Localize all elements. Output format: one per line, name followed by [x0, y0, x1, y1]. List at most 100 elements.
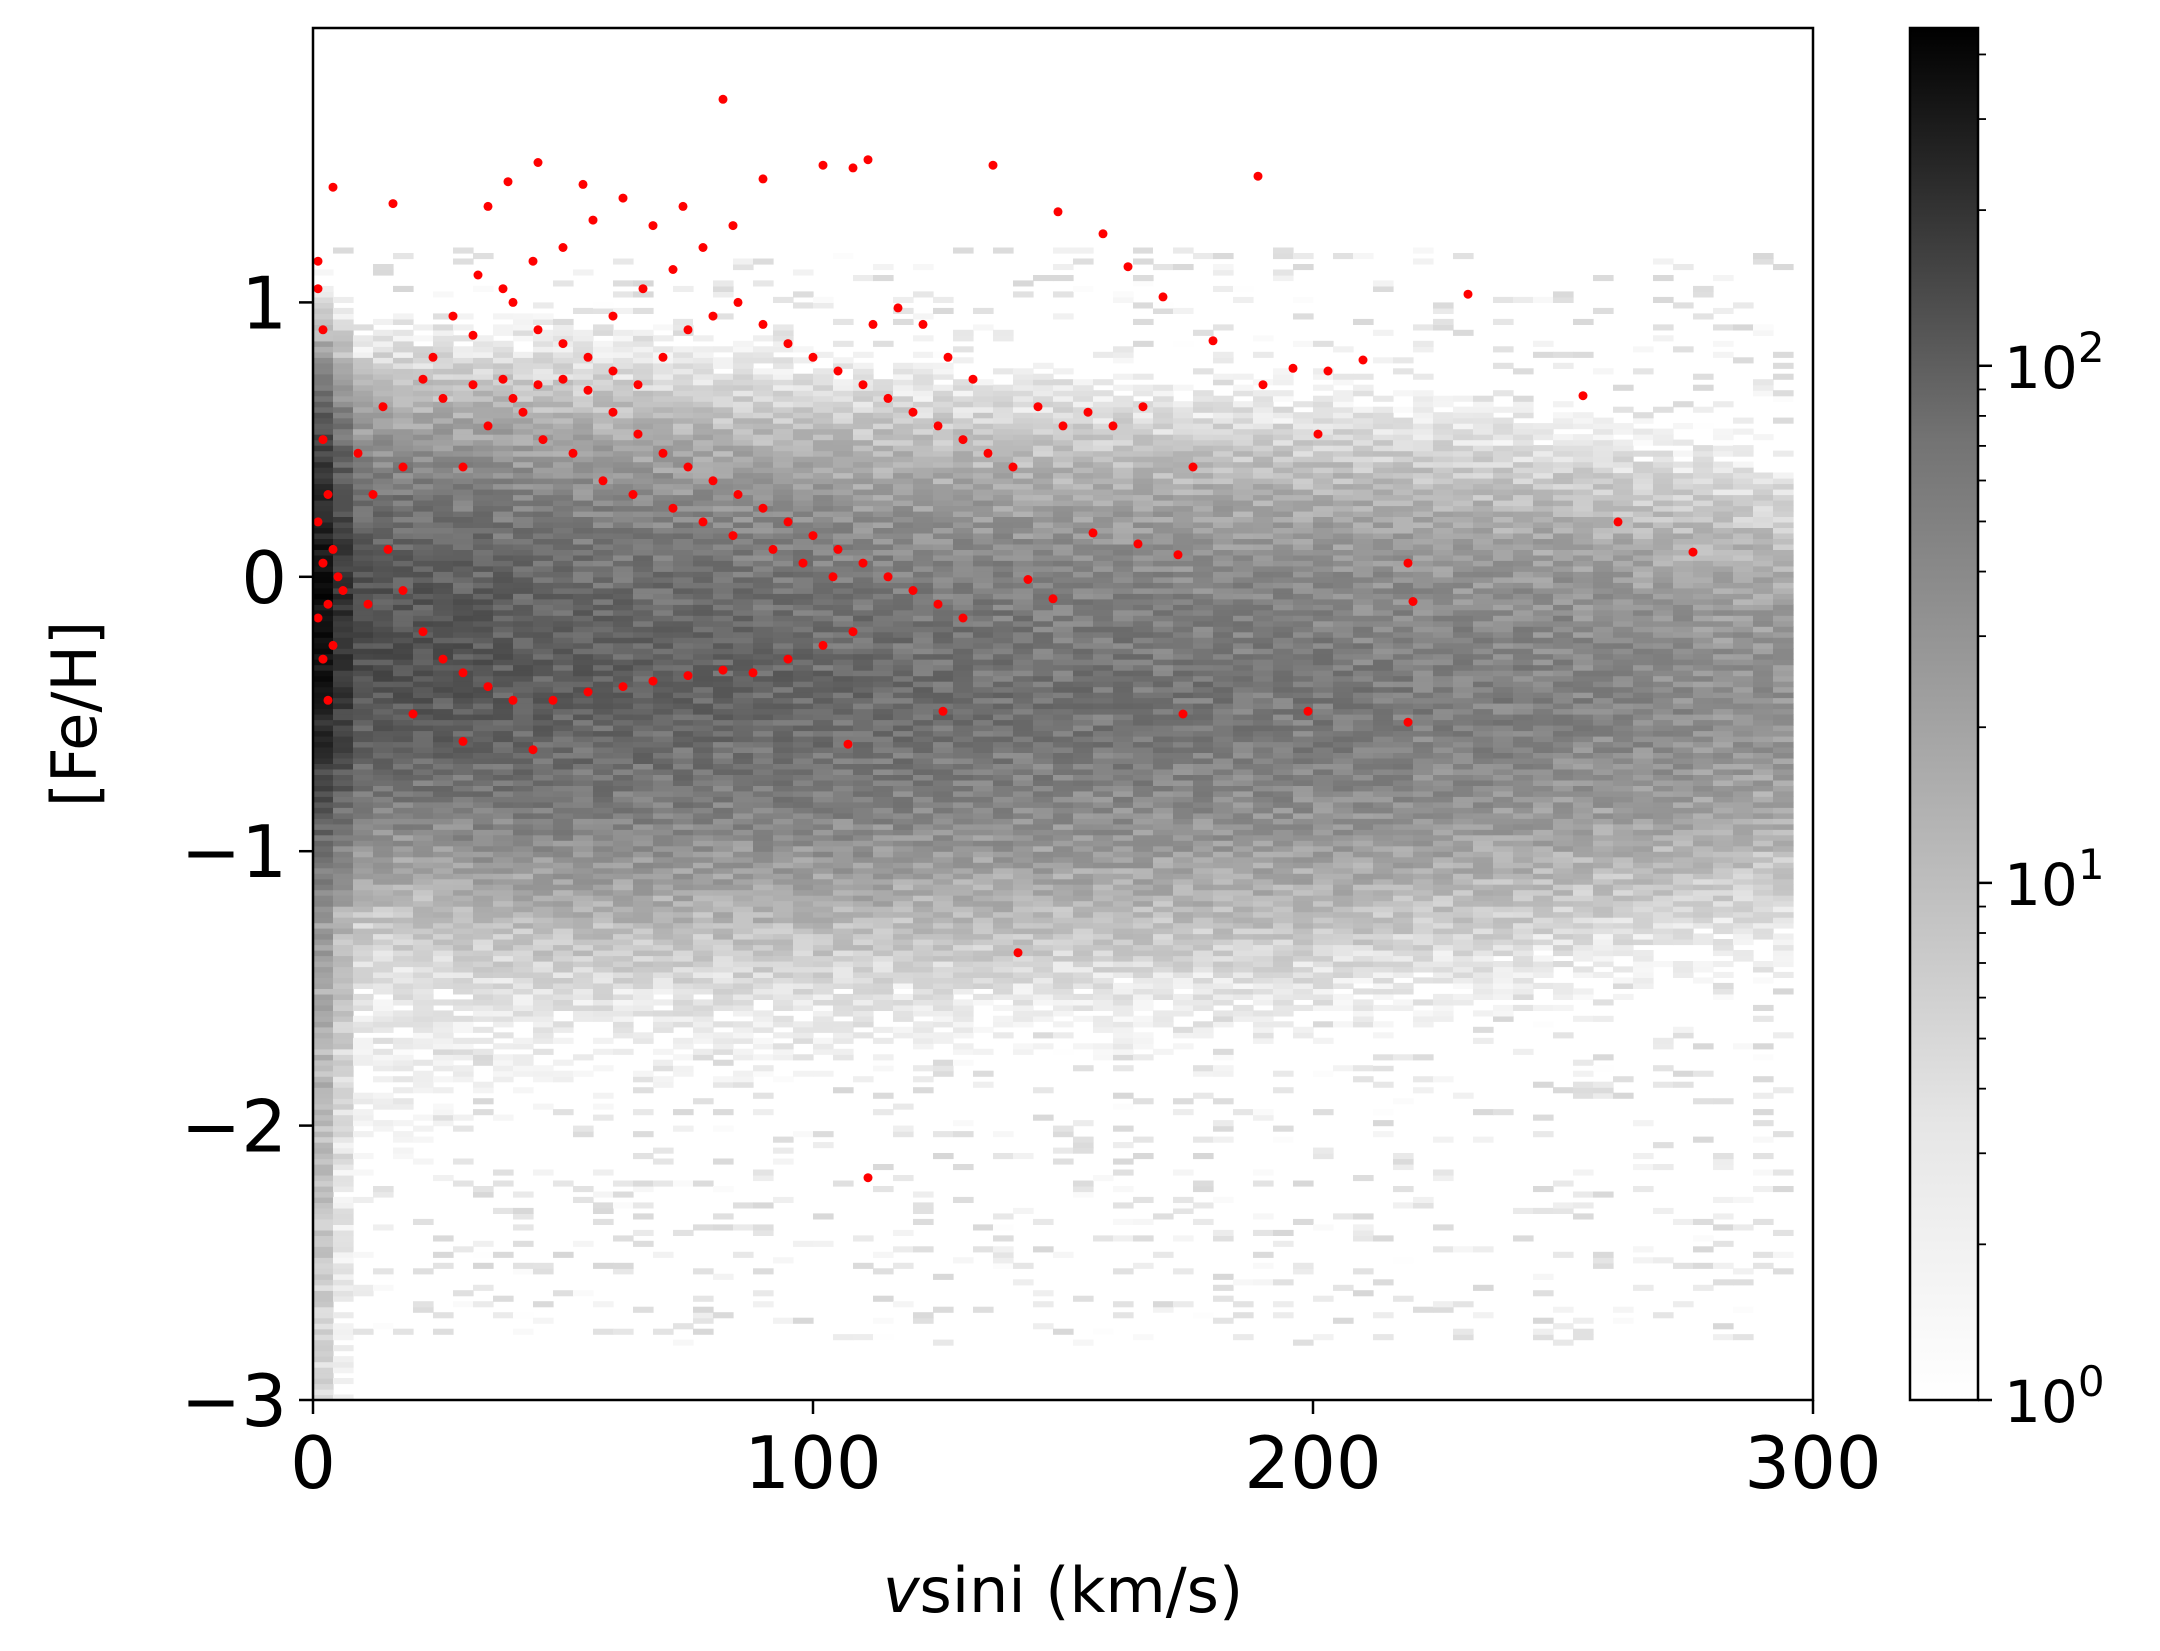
heatmap-cell	[433, 1328, 454, 1335]
heatmap-cell	[393, 708, 414, 715]
heatmap-cell	[973, 472, 994, 479]
heatmap-cell	[633, 774, 654, 781]
heatmap-cell	[773, 626, 794, 633]
heatmap-cell	[673, 390, 694, 397]
heatmap-cell	[1013, 1279, 1034, 1286]
heatmap-cell	[673, 357, 694, 364]
heatmap-cell	[913, 395, 934, 402]
heatmap-cell	[433, 900, 454, 907]
heatmap-cell	[773, 1158, 794, 1165]
heatmap-cell	[693, 445, 714, 452]
heatmap-cell	[833, 450, 854, 457]
heatmap-cell	[933, 1070, 954, 1077]
heatmap-cell	[813, 648, 834, 655]
heatmap-cell	[913, 500, 934, 507]
heatmap-cell	[673, 746, 694, 753]
heatmap-cell	[333, 851, 354, 858]
heatmap-cell	[1013, 1153, 1034, 1160]
heatmap-cell	[393, 516, 414, 523]
heatmap-cell	[693, 439, 714, 446]
heatmap-cell	[793, 1054, 814, 1061]
heatmap-cell	[493, 834, 514, 841]
heatmap-cell	[793, 1037, 814, 1044]
heatmap-cell	[453, 395, 474, 402]
heatmap-cell	[493, 527, 514, 534]
heatmap-cell	[693, 335, 714, 342]
heatmap-cell	[1013, 801, 1034, 808]
heatmap-cell	[313, 620, 334, 627]
heatmap-cell	[833, 675, 854, 682]
heatmap-cell	[633, 911, 654, 918]
heatmap-cell	[713, 686, 734, 693]
heatmap-cell	[713, 395, 734, 402]
heatmap-cell	[613, 576, 634, 583]
heatmap-cell	[633, 895, 654, 902]
heatmap-cell	[793, 911, 814, 918]
heatmap-cell	[373, 900, 394, 907]
heatmap-cell	[873, 692, 894, 699]
heatmap-cell	[393, 999, 414, 1006]
heatmap-cell	[893, 889, 914, 896]
heatmap-cell	[653, 977, 674, 984]
heatmap-cell	[753, 456, 774, 463]
heatmap-cell	[493, 401, 514, 408]
heatmap-cell	[753, 752, 774, 759]
heatmap-cell	[493, 439, 514, 446]
heatmap-cell	[573, 867, 594, 874]
heatmap-cell	[713, 944, 734, 951]
heatmap-cell	[433, 456, 454, 463]
heatmap-cell	[693, 401, 714, 408]
heatmap-cell	[453, 675, 474, 682]
heatmap-cell	[653, 565, 674, 572]
heatmap-cell	[1013, 1043, 1034, 1050]
heatmap-cell	[313, 1081, 334, 1088]
heatmap-cell	[813, 489, 834, 496]
heatmap-cell	[493, 346, 514, 353]
heatmap-cell	[813, 961, 834, 968]
heatmap-cell	[453, 1015, 474, 1022]
heatmap-cell	[613, 829, 634, 836]
heatmap-cell	[713, 681, 734, 688]
heatmap-cell	[333, 1323, 354, 1330]
heatmap-cell	[713, 856, 734, 863]
heatmap-cell	[333, 752, 354, 759]
heatmap-cell	[653, 439, 674, 446]
heatmap-cell	[453, 746, 474, 753]
heatmap-cell	[953, 692, 974, 699]
heatmap-cell	[873, 532, 894, 539]
heatmap-cell	[773, 1021, 794, 1028]
heatmap-cell	[1013, 971, 1034, 978]
heatmap-cell	[733, 944, 754, 951]
heatmap-cell	[393, 500, 414, 507]
heatmap-cell	[693, 1312, 714, 1319]
heatmap-cell	[653, 900, 674, 907]
heatmap-cell	[933, 659, 954, 666]
heatmap-cell	[513, 500, 534, 507]
heatmap-cell	[813, 900, 834, 907]
heatmap-cell	[893, 1246, 914, 1253]
heatmap-cell	[313, 626, 334, 633]
heatmap-cell	[993, 549, 1014, 556]
heatmap-cell	[733, 571, 754, 578]
heatmap-cell	[473, 768, 494, 775]
heatmap-cell	[613, 483, 634, 490]
heatmap-cell	[773, 884, 794, 891]
heatmap-cell	[973, 922, 994, 929]
heatmap-cell	[453, 313, 474, 320]
heatmap-cell	[673, 944, 694, 951]
heatmap-cell	[933, 741, 954, 748]
heatmap-cell	[333, 335, 354, 342]
heatmap-cell	[533, 653, 554, 660]
heatmap-cell	[753, 565, 774, 572]
heatmap-cell	[873, 406, 894, 413]
heatmap-cell	[973, 450, 994, 457]
heatmap-cell	[633, 812, 654, 819]
heatmap-cell	[493, 631, 514, 638]
heatmap-cell	[533, 489, 554, 496]
heatmap-cell	[313, 999, 334, 1006]
heatmap-cell	[533, 950, 554, 957]
heatmap-cell	[973, 571, 994, 578]
heatmap-cell	[713, 703, 734, 710]
heatmap-cell	[813, 373, 834, 380]
heatmap-cell	[353, 1004, 374, 1011]
